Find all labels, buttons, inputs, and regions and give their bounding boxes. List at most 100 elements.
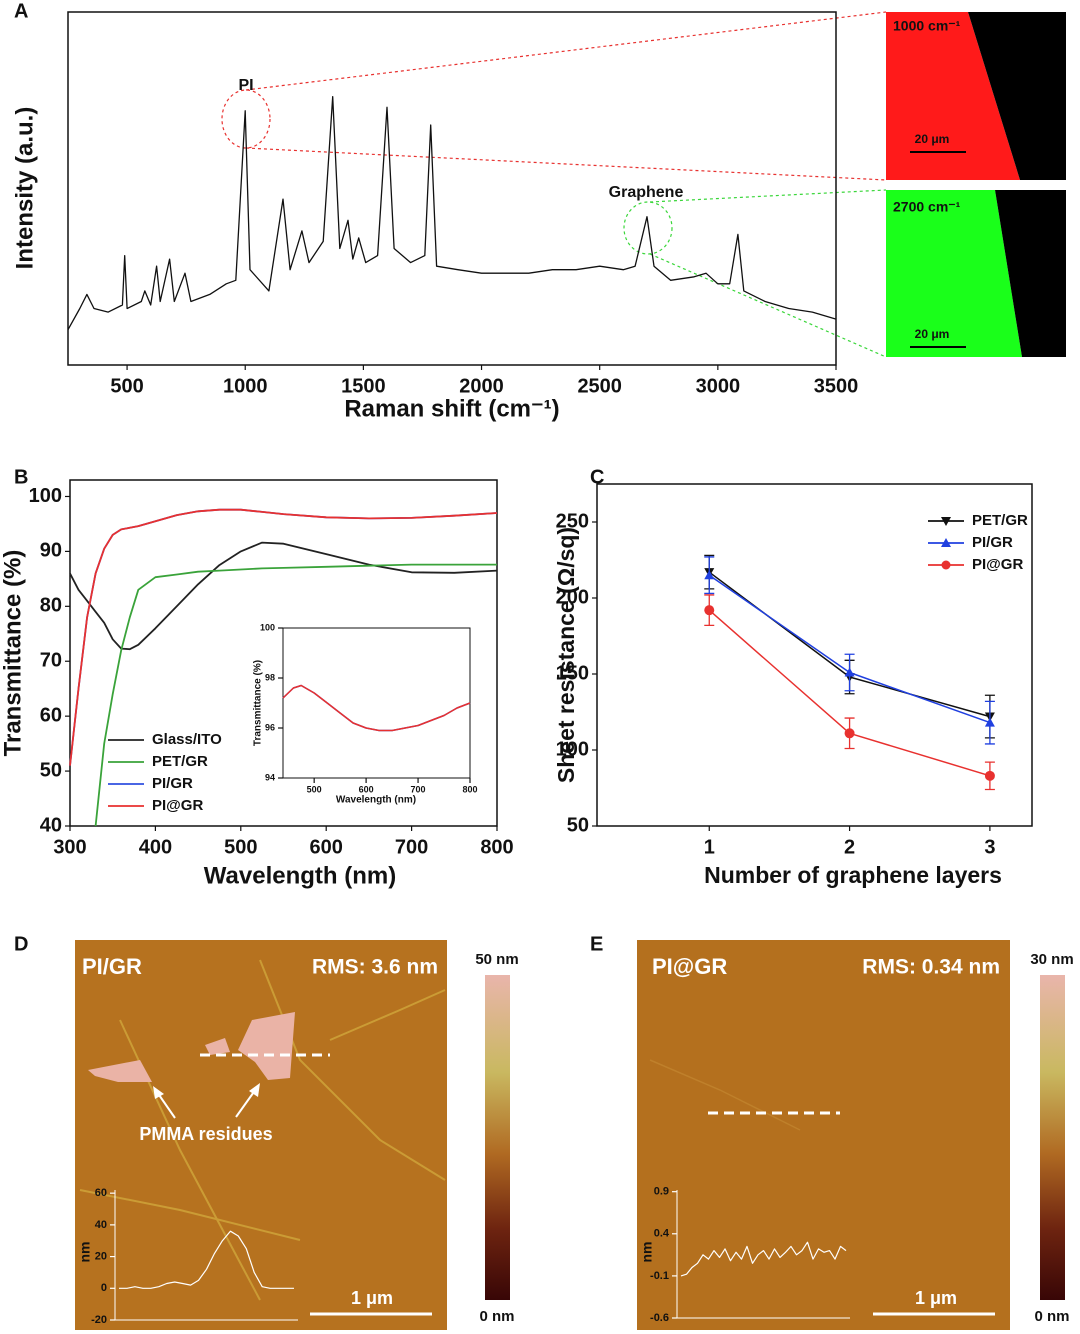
rms-label: RMS: 3.6 nm [312, 956, 438, 979]
highlight [623, 201, 673, 255]
y-tick-label: 100 [556, 738, 589, 760]
y-tick-label: 100 [260, 622, 275, 632]
residue [205, 1038, 230, 1055]
annotation: Graphene [609, 184, 684, 201]
legend-label: PET/GR [152, 753, 208, 770]
afm-image: PI@GR RMS: 0.34 nm 1 μm 30 nm 0 nm [637, 940, 1074, 1330]
y-tick-label: 50 [567, 814, 589, 836]
guide-line [245, 147, 887, 181]
legend-marker [941, 560, 951, 570]
marker [844, 667, 855, 677]
x-tick-label: 600 [310, 836, 343, 858]
y-tick-label: 96 [265, 722, 275, 732]
legend-label: PI/GR [972, 534, 1013, 551]
plot-frame [67, 11, 837, 366]
marker [704, 605, 715, 616]
x-tick-label: 1000 [223, 375, 268, 397]
x-tick-label: 3000 [696, 375, 741, 397]
x-tick-label: 2 [844, 836, 855, 858]
y-tick-label: 0 [101, 1282, 107, 1294]
annotation: PMMA residues [139, 1124, 272, 1144]
x-tick-label: 500 [110, 375, 143, 397]
y-tick-label: -20 [91, 1314, 107, 1326]
y-tick-label: 200 [556, 586, 589, 608]
legend-marker [941, 517, 951, 526]
y-tick-label: 70 [40, 650, 62, 672]
legend-label: PI@GR [152, 797, 203, 814]
x-axis-label: Wavelength (nm) [204, 862, 396, 889]
x-tick-label: 2500 [577, 375, 622, 397]
y-axis-label: Transmittance (%) [0, 550, 26, 757]
y-tick-label: 0.9 [654, 1186, 669, 1198]
scale-bar-label: 20 μm [915, 132, 950, 146]
series-line [69, 541, 498, 651]
map-region [995, 190, 1066, 357]
arrow [235, 1088, 257, 1118]
wrinkle [649, 1059, 801, 1131]
x-tick-label: 1 [704, 836, 715, 858]
marker [984, 717, 995, 727]
y-axis-label: Sheet resistance (Ω/sq) [553, 527, 579, 783]
inset-background [283, 628, 470, 778]
raman-map: 2700 cm⁻¹ 20 μm [886, 190, 1066, 357]
x-tick-label: 2000 [459, 375, 504, 397]
guide-line [649, 189, 887, 203]
panel-label: D [14, 933, 28, 955]
x-tick-label: 800 [462, 784, 477, 794]
y-tick-label: 250 [556, 510, 589, 532]
series-line [708, 571, 991, 718]
scale-bar-label: 20 μm [915, 327, 950, 341]
sample-label: PI/GR [82, 954, 142, 979]
colorbar-label: 50 nm [475, 951, 518, 968]
x-tick-label: 600 [359, 784, 374, 794]
map-region [968, 12, 1066, 180]
scale-bar-label: 1 μm [351, 1288, 393, 1308]
legend-label: PI@GR [972, 556, 1023, 573]
marker [844, 728, 855, 739]
annotation: PI [238, 77, 253, 94]
panel-label: C [590, 466, 604, 488]
x-tick-label: 800 [480, 836, 513, 858]
wrinkle [329, 989, 446, 1041]
y-tick-label: -0.6 [650, 1312, 669, 1324]
colorbar [485, 975, 510, 1300]
y-tick-label: 50 [40, 759, 62, 781]
y-tick-label: 98 [265, 672, 275, 682]
y-axis-label: Transmittance (%) [253, 660, 264, 746]
legend-label: PET/GR [972, 512, 1028, 529]
y-tick-label: 100 [29, 485, 62, 507]
highlight [221, 89, 271, 149]
colorbar-label: 0 nm [479, 1308, 514, 1325]
panel-label: E [590, 933, 603, 955]
sample-label: PI@GR [652, 954, 727, 979]
legend-marker [941, 538, 951, 547]
marker [704, 570, 715, 580]
afm-image: PI/GR RMS: 3.6 nm PMMA residues 1 μm 50 … [75, 940, 519, 1330]
colorbar-label: 0 nm [1034, 1308, 1069, 1325]
legend-label: Glass/ITO [152, 731, 222, 748]
map-label: 2700 cm⁻¹ [893, 199, 961, 215]
x-tick-label: 700 [411, 784, 426, 794]
y-tick-label: 60 [40, 704, 62, 726]
colorbar [1040, 975, 1065, 1300]
map-region [886, 12, 1020, 180]
x-tick-label: 300 [53, 836, 86, 858]
wrinkle [79, 1189, 301, 1241]
series-line [67, 96, 837, 331]
scale-bar-label: 1 μm [915, 1288, 957, 1308]
series-line [119, 1230, 294, 1289]
y-tick-label: 40 [40, 814, 62, 836]
x-axis-label: Raman shift (cm⁻¹) [344, 395, 559, 422]
map-label: 1000 cm⁻¹ [893, 18, 961, 34]
raman-map: 1000 cm⁻¹ 20 μm [886, 12, 1066, 180]
zoom-guides [221, 11, 887, 358]
guide-line [649, 253, 887, 358]
y-axis-label: nm [77, 1242, 93, 1263]
y-tick-label: -0.1 [650, 1270, 669, 1282]
marker [984, 770, 995, 781]
y-tick-label: 80 [40, 595, 62, 617]
panel-label: B [14, 466, 28, 488]
y-tick-label: 40 [95, 1219, 107, 1231]
